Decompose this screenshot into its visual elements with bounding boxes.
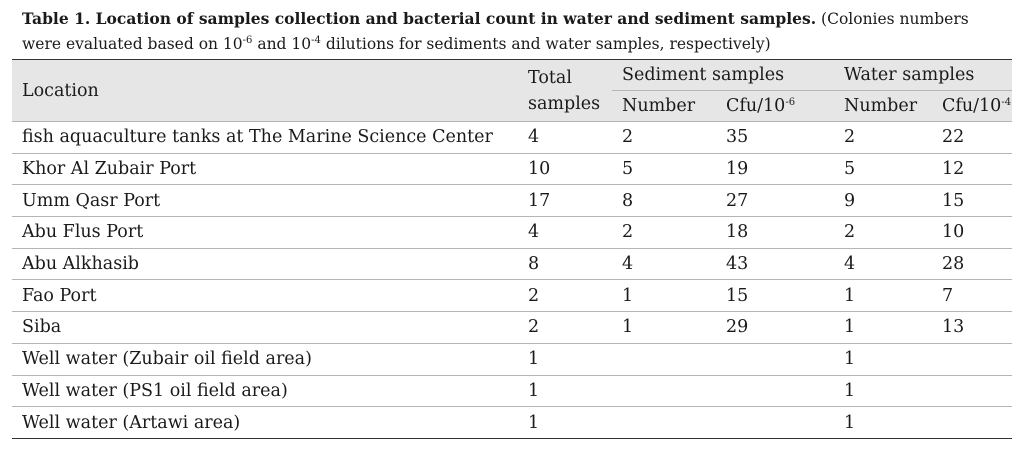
table-row: Siba 2 1 29 1 13: [12, 311, 1012, 344]
cell-sed-number: 4: [612, 247, 716, 280]
cell-sed-cfu: 27: [716, 184, 834, 217]
cell-water-number: 1: [834, 342, 932, 375]
cell-sed-cfu: [716, 406, 834, 439]
cell-sed-cfu: 35: [716, 121, 834, 154]
cell-location: Khor Al Zubair Port: [12, 152, 518, 185]
cell-total: 1: [518, 406, 612, 439]
cell-location: Fao Port: [12, 279, 518, 312]
cell-water-cfu: 28: [932, 247, 1012, 280]
header-location: Location: [12, 59, 518, 122]
cell-water-number: 5: [834, 152, 932, 185]
cell-total: 2: [518, 279, 612, 312]
header-water-cfu: Cfu/10-4: [932, 90, 1012, 122]
table-row: Well water (Zubair oil field area) 1 1: [12, 342, 1012, 375]
table-row: Abu Flus Port 4 2 18 2 10: [12, 216, 1012, 249]
cell-water-number: 1: [834, 406, 932, 439]
cell-sed-number: 1: [612, 311, 716, 344]
table-row: Well water (Artawi area) 1 1: [12, 406, 1012, 439]
cell-water-number: 1: [834, 374, 932, 407]
cell-water-cfu: 15: [932, 184, 1012, 217]
cell-sed-cfu: 15: [716, 279, 834, 312]
cell-location: Siba: [12, 311, 518, 344]
cell-sed-cfu: 43: [716, 247, 834, 280]
cell-total: 10: [518, 152, 612, 185]
cell-water-cfu: 7: [932, 279, 1012, 312]
cell-sed-cfu: 19: [716, 152, 834, 185]
caption-note: (Colonies numbers were evaluated based o…: [22, 10, 969, 53]
table-row: fish aquaculture tanks at The Marine Sci…: [12, 121, 1012, 154]
header-water-number: Number: [834, 90, 932, 122]
table-body: fish aquaculture tanks at The Marine Sci…: [12, 121, 1012, 439]
cell-water-number: 9: [834, 184, 932, 217]
cell-water-number: 1: [834, 311, 932, 344]
cell-sed-number: 1: [612, 279, 716, 312]
cell-total: 4: [518, 121, 612, 154]
cell-sed-number: 8: [612, 184, 716, 217]
cell-water-number: 2: [834, 121, 932, 154]
cell-location: Abu Alkhasib: [12, 247, 518, 280]
cell-sed-number: 5: [612, 152, 716, 185]
cell-sed-number: [612, 406, 716, 439]
data-table: Location Total samples Sediment samples W…: [12, 59, 1012, 439]
cell-sed-number: 2: [612, 216, 716, 249]
cell-water-number: 4: [834, 247, 932, 280]
cell-location: Umm Qasr Port: [12, 184, 518, 217]
cell-water-cfu: 12: [932, 152, 1012, 185]
cell-sed-number: [612, 342, 716, 375]
table-header: Location Total samples Sediment samples W…: [12, 59, 1012, 122]
cell-water-cfu: [932, 406, 1012, 439]
cell-water-cfu: [932, 374, 1012, 407]
cell-water-cfu: 10: [932, 216, 1012, 249]
cell-total: 1: [518, 342, 612, 375]
cell-sed-cfu: 18: [716, 216, 834, 249]
header-water-group: Water samples: [834, 59, 1012, 91]
caption-title: Table 1. Location of samples collection …: [22, 9, 817, 28]
header-total: Total samples: [518, 59, 612, 122]
cell-total: 4: [518, 216, 612, 249]
cell-water-number: 2: [834, 216, 932, 249]
table-caption: Table 1. Location of samples collection …: [22, 8, 1012, 55]
table-row: Khor Al Zubair Port 10 5 19 5 12: [12, 152, 1012, 185]
cell-sed-cfu: 29: [716, 311, 834, 344]
cell-total: 1: [518, 374, 612, 407]
cell-location: fish aquaculture tanks at The Marine Sci…: [12, 121, 518, 154]
cell-location: Well water (Artawi area): [12, 406, 518, 439]
cell-location: Well water (Zubair oil field area): [12, 342, 518, 375]
cell-water-cfu: 22: [932, 121, 1012, 154]
header-sediment-group: Sediment samples: [612, 59, 834, 91]
table-row: Umm Qasr Port 17 8 27 9 15: [12, 184, 1012, 217]
cell-location: Abu Flus Port: [12, 216, 518, 249]
cell-water-cfu: [932, 342, 1012, 375]
table-row: Abu Alkhasib 8 4 43 4 28: [12, 247, 1012, 280]
cell-water-cfu: 13: [932, 311, 1012, 344]
header-sed-cfu: Cfu/10-6: [716, 90, 834, 122]
cell-total: 8: [518, 247, 612, 280]
cell-total: 17: [518, 184, 612, 217]
header-sed-number: Number: [612, 90, 716, 122]
cell-sed-number: [612, 374, 716, 407]
table-row: Well water (PS1 oil field area) 1 1: [12, 374, 1012, 407]
cell-location: Well water (PS1 oil field area): [12, 374, 518, 407]
cell-sed-cfu: [716, 342, 834, 375]
cell-water-number: 1: [834, 279, 932, 312]
table-row: Fao Port 2 1 15 1 7: [12, 279, 1012, 312]
cell-sed-cfu: [716, 374, 834, 407]
cell-total: 2: [518, 311, 612, 344]
cell-sed-number: 2: [612, 121, 716, 154]
